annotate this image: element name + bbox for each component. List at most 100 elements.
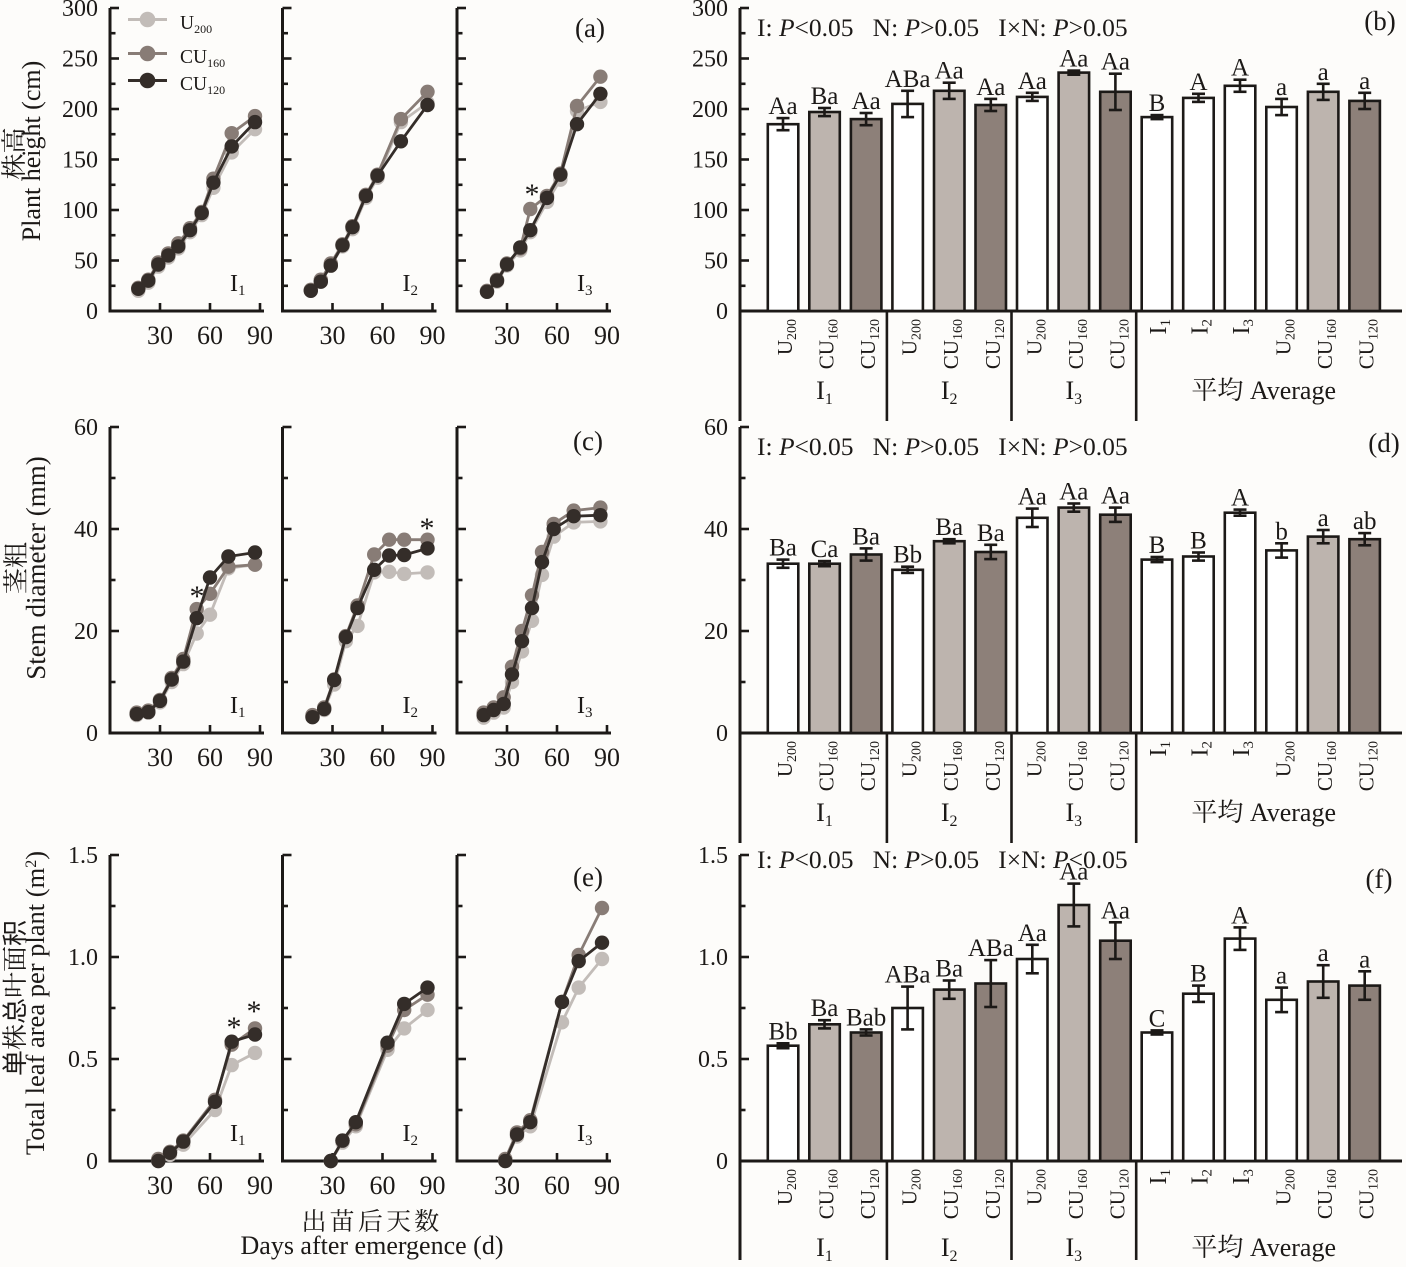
svg-text:0: 0 <box>86 299 98 325</box>
svg-text:CU160: CU160 <box>815 319 842 369</box>
svg-text:ABa: ABa <box>885 962 931 989</box>
svg-text:平均 Average: 平均 Average <box>1191 370 1336 407</box>
svg-text:I: P<0.05 N: P>0.05 I×N: P>0: I: P<0.05 N: P>0.05 I×N: P>0.05 <box>757 13 1128 42</box>
svg-text:CU160: CU160 <box>1313 1169 1340 1219</box>
svg-text:60: 60 <box>370 743 396 772</box>
svg-text:30: 30 <box>147 321 173 350</box>
svg-text:C: C <box>1149 1005 1166 1032</box>
svg-text:(c): (c) <box>573 426 603 456</box>
svg-text:60: 60 <box>704 415 728 441</box>
svg-text:30: 30 <box>320 321 346 350</box>
svg-text:Aa: Aa <box>1059 479 1088 506</box>
svg-text:Bb: Bb <box>893 542 922 569</box>
svg-text:20: 20 <box>74 619 98 645</box>
svg-text:1.5: 1.5 <box>698 843 728 869</box>
svg-text:30: 30 <box>147 1171 173 1200</box>
svg-text:CU160: CU160 <box>1313 319 1340 369</box>
svg-text:300: 300 <box>692 0 728 22</box>
svg-text:50: 50 <box>74 249 98 275</box>
svg-text:Ba: Ba <box>977 520 1005 547</box>
svg-text:B: B <box>1149 90 1166 117</box>
svg-text:Bab: Bab <box>846 1004 886 1031</box>
svg-text:平均 Average: 平均 Average <box>1191 1227 1336 1262</box>
svg-text:*: * <box>227 1011 242 1044</box>
svg-text:CU160: CU160 <box>1064 319 1091 369</box>
svg-text:50: 50 <box>704 249 728 275</box>
svg-text:Plant height (cm): Plant height (cm) <box>17 61 46 242</box>
svg-text:60: 60 <box>544 743 570 772</box>
svg-text:30: 30 <box>147 743 173 772</box>
svg-text:90: 90 <box>594 321 620 350</box>
svg-text:60: 60 <box>370 1171 396 1200</box>
svg-text:1.5: 1.5 <box>68 843 98 869</box>
svg-text:株高: 株高 <box>0 127 31 179</box>
svg-text:Aa: Aa <box>768 93 797 120</box>
svg-text:90: 90 <box>420 743 446 772</box>
svg-text:100: 100 <box>692 198 728 224</box>
svg-text:(a): (a) <box>575 13 605 43</box>
svg-text:100: 100 <box>62 198 98 224</box>
svg-text:0.5: 0.5 <box>68 1047 98 1073</box>
svg-text:A: A <box>1189 69 1207 96</box>
svg-text:(d): (d) <box>1368 428 1399 458</box>
svg-text:b: b <box>1275 518 1288 545</box>
svg-text:Aa: Aa <box>1018 920 1047 947</box>
svg-text:200: 200 <box>62 97 98 123</box>
svg-text:250: 250 <box>692 47 728 73</box>
svg-text:20: 20 <box>704 619 728 645</box>
svg-text:a: a <box>1359 946 1370 973</box>
svg-text:0: 0 <box>716 721 728 747</box>
svg-text:60: 60 <box>197 321 223 350</box>
svg-text:Ba: Ba <box>769 535 797 562</box>
svg-text:A: A <box>1231 902 1249 929</box>
svg-text:30: 30 <box>320 743 346 772</box>
svg-text:CU120: CU120 <box>981 319 1008 369</box>
svg-text:Aa: Aa <box>1018 68 1047 95</box>
svg-text:A: A <box>1231 55 1249 82</box>
svg-text:Ba: Ba <box>852 523 880 550</box>
svg-text:平均 Average: 平均 Average <box>1191 792 1336 829</box>
svg-text:30: 30 <box>494 1171 520 1200</box>
svg-text:Aa: Aa <box>976 74 1005 101</box>
svg-text:Days after emergence (d): Days after emergence (d) <box>241 1231 504 1260</box>
svg-text:*: * <box>190 580 205 613</box>
svg-text:Ca: Ca <box>811 536 839 563</box>
svg-text:250: 250 <box>62 47 98 73</box>
svg-text:Aa: Aa <box>1018 484 1047 511</box>
svg-text:90: 90 <box>594 1171 620 1200</box>
svg-text:90: 90 <box>247 321 273 350</box>
svg-text:0: 0 <box>716 1149 728 1175</box>
svg-text:30: 30 <box>320 1171 346 1200</box>
svg-text:0: 0 <box>86 1149 98 1175</box>
svg-text:CU120: CU120 <box>856 741 883 791</box>
svg-text:40: 40 <box>74 517 98 543</box>
svg-text:30: 30 <box>494 743 520 772</box>
svg-text:90: 90 <box>420 321 446 350</box>
svg-text:(e): (e) <box>573 862 603 892</box>
svg-text:*: * <box>420 512 435 545</box>
svg-text:a: a <box>1276 74 1287 101</box>
svg-text:a: a <box>1318 505 1329 532</box>
svg-text:Aa: Aa <box>935 58 964 85</box>
svg-text:I: P<0.05 N: P>0.05 I×N: P<0: I: P<0.05 N: P>0.05 I×N: P<0.05 <box>757 845 1128 874</box>
svg-text:30: 30 <box>494 321 520 350</box>
svg-text:I: P<0.05 N: P>0.05 I×N: P>0: I: P<0.05 N: P>0.05 I×N: P>0.05 <box>757 432 1128 461</box>
svg-text:Ba: Ba <box>811 83 839 110</box>
svg-text:60: 60 <box>544 1171 570 1200</box>
svg-text:60: 60 <box>370 321 396 350</box>
svg-text:200: 200 <box>692 97 728 123</box>
svg-text:A: A <box>1231 485 1249 512</box>
svg-text:a: a <box>1318 940 1329 967</box>
svg-text:Aa: Aa <box>852 88 881 115</box>
svg-text:0: 0 <box>86 721 98 747</box>
svg-text:Aa: Aa <box>1059 46 1088 73</box>
svg-text:*: * <box>525 178 540 211</box>
svg-text:茎粗: 茎粗 <box>0 542 33 594</box>
svg-text:Total leaf area per plant (m2): Total leaf area per plant (m2) <box>20 851 50 1155</box>
svg-text:300: 300 <box>62 0 98 22</box>
svg-text:90: 90 <box>594 743 620 772</box>
svg-text:0.5: 0.5 <box>698 1047 728 1073</box>
svg-text:1.0: 1.0 <box>698 945 728 971</box>
svg-text:(b): (b) <box>1364 6 1395 36</box>
svg-text:90: 90 <box>420 1171 446 1200</box>
